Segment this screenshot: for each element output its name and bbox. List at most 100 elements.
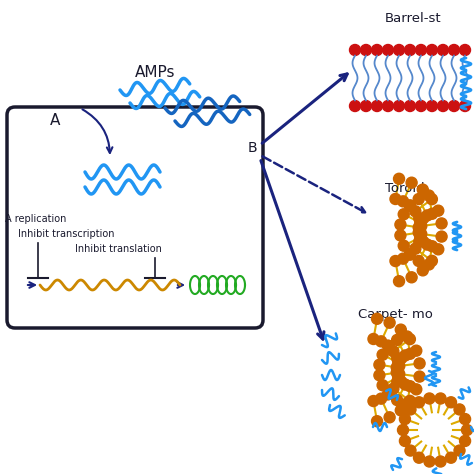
Circle shape: [383, 45, 393, 55]
Circle shape: [390, 193, 401, 204]
FancyBboxPatch shape: [7, 107, 263, 328]
Circle shape: [372, 100, 383, 111]
Circle shape: [460, 413, 471, 425]
Circle shape: [375, 336, 387, 347]
Circle shape: [393, 173, 404, 184]
Circle shape: [383, 388, 394, 399]
Circle shape: [413, 222, 424, 233]
Circle shape: [377, 349, 388, 360]
Circle shape: [368, 395, 379, 407]
Circle shape: [448, 100, 459, 111]
Circle shape: [446, 397, 456, 408]
Circle shape: [395, 230, 406, 241]
Circle shape: [423, 259, 435, 270]
Circle shape: [398, 253, 409, 264]
Circle shape: [415, 232, 426, 243]
Circle shape: [436, 218, 447, 229]
Text: A: A: [50, 112, 60, 128]
Circle shape: [413, 193, 424, 205]
Circle shape: [383, 100, 393, 111]
Circle shape: [394, 361, 405, 372]
Circle shape: [400, 413, 410, 425]
Circle shape: [400, 350, 411, 361]
Circle shape: [391, 367, 402, 378]
Circle shape: [383, 341, 394, 352]
Circle shape: [383, 340, 393, 351]
Text: Inhibit translation: Inhibit translation: [75, 244, 162, 254]
Circle shape: [413, 255, 424, 266]
Circle shape: [454, 445, 465, 456]
Circle shape: [414, 213, 425, 224]
Circle shape: [460, 436, 471, 447]
Circle shape: [398, 209, 409, 220]
Circle shape: [349, 100, 361, 111]
Circle shape: [372, 45, 383, 55]
Circle shape: [433, 244, 444, 255]
Circle shape: [395, 405, 406, 416]
Circle shape: [404, 249, 416, 260]
Text: B: B: [247, 141, 257, 155]
Circle shape: [393, 357, 404, 368]
Circle shape: [401, 331, 412, 342]
Circle shape: [395, 219, 406, 230]
Circle shape: [404, 200, 415, 211]
Circle shape: [454, 404, 465, 415]
Circle shape: [427, 241, 438, 252]
Circle shape: [435, 393, 446, 404]
Circle shape: [416, 228, 427, 239]
Circle shape: [393, 45, 404, 55]
Circle shape: [377, 380, 388, 391]
Circle shape: [404, 45, 416, 55]
Circle shape: [410, 206, 421, 217]
Circle shape: [398, 196, 409, 207]
Circle shape: [413, 397, 425, 408]
Circle shape: [436, 231, 447, 242]
Circle shape: [404, 200, 416, 211]
Circle shape: [413, 452, 425, 463]
Circle shape: [400, 436, 410, 447]
Circle shape: [393, 100, 404, 111]
Circle shape: [411, 345, 422, 356]
Circle shape: [400, 379, 411, 390]
Circle shape: [404, 100, 416, 111]
Circle shape: [417, 265, 428, 276]
Circle shape: [392, 335, 402, 346]
Circle shape: [411, 384, 422, 395]
Circle shape: [368, 334, 379, 345]
Text: AMPs: AMPs: [135, 64, 175, 80]
Circle shape: [396, 353, 407, 364]
Circle shape: [422, 210, 433, 221]
Circle shape: [435, 456, 446, 467]
Circle shape: [427, 45, 438, 55]
Text: Barrel-st: Barrel-st: [385, 12, 442, 25]
Circle shape: [393, 372, 404, 383]
Circle shape: [410, 243, 421, 254]
Circle shape: [374, 359, 385, 370]
Circle shape: [459, 100, 471, 111]
Circle shape: [438, 100, 448, 111]
Circle shape: [405, 445, 416, 456]
Circle shape: [418, 213, 428, 224]
Circle shape: [416, 100, 427, 111]
Text: Toroid: Toroid: [385, 182, 425, 195]
Circle shape: [395, 324, 406, 335]
Circle shape: [374, 370, 385, 381]
Circle shape: [414, 236, 425, 247]
Circle shape: [427, 255, 438, 266]
Circle shape: [459, 45, 471, 55]
Circle shape: [361, 100, 372, 111]
Text: Inhibit transcription: Inhibit transcription: [18, 229, 115, 239]
Circle shape: [405, 381, 416, 392]
Circle shape: [416, 45, 427, 55]
Circle shape: [414, 371, 425, 382]
Circle shape: [383, 389, 393, 400]
Circle shape: [404, 395, 415, 406]
Circle shape: [414, 358, 425, 369]
Circle shape: [388, 346, 399, 357]
Circle shape: [372, 416, 383, 427]
Circle shape: [415, 217, 426, 228]
Circle shape: [438, 45, 448, 55]
Circle shape: [406, 272, 417, 283]
Circle shape: [392, 376, 403, 387]
Circle shape: [405, 404, 416, 415]
